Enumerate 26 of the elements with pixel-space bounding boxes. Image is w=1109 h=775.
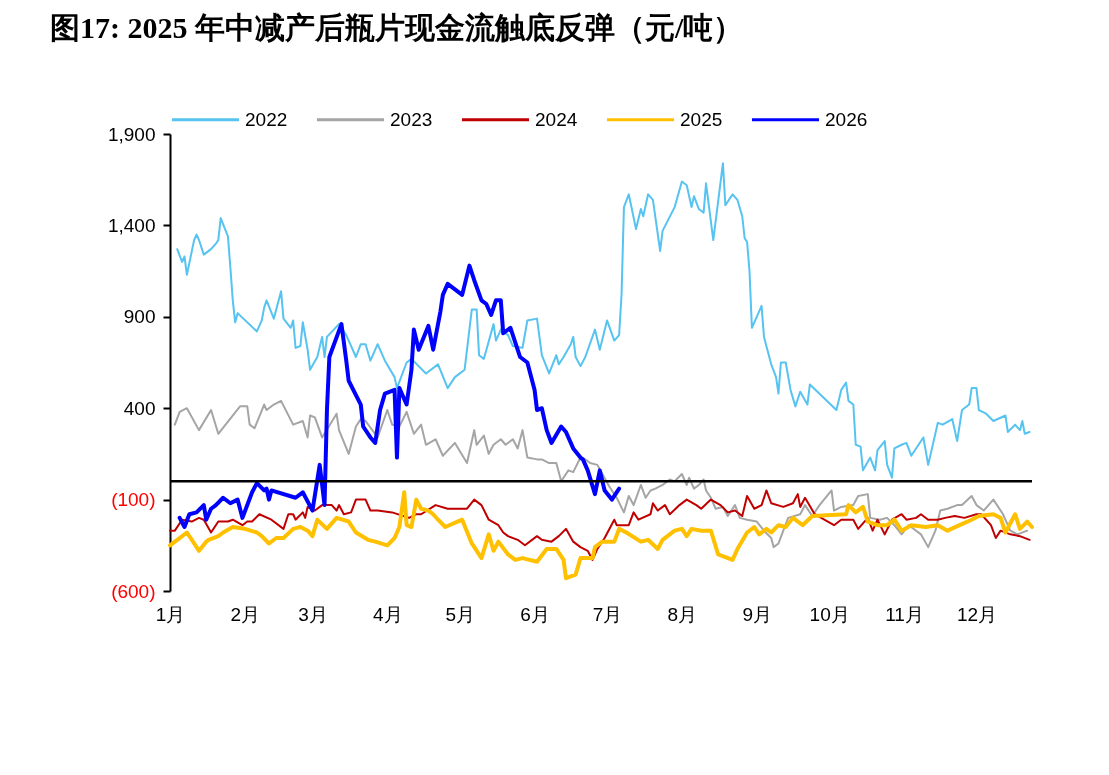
y-tick-label: 900 bbox=[123, 306, 156, 328]
y-tick-label: (100) bbox=[111, 489, 156, 511]
y-tick-label: 1,400 bbox=[107, 214, 156, 236]
y-tick-label: 400 bbox=[123, 397, 156, 419]
x-tick-label: 10月 bbox=[809, 603, 850, 625]
x-tick-label: 9月 bbox=[742, 603, 773, 625]
legend-label: 2022 bbox=[245, 108, 288, 130]
x-tick-label: 4月 bbox=[373, 603, 403, 625]
x-tick-label: 7月 bbox=[592, 603, 623, 625]
legend-label: 2026 bbox=[825, 108, 868, 130]
x-tick-label: 12月 bbox=[956, 603, 998, 625]
x-tick-label: 1月 bbox=[155, 603, 186, 625]
x-tick-label: 8月 bbox=[667, 603, 698, 625]
x-tick-label: 2月 bbox=[230, 603, 261, 625]
chart-title: 图17: 2025 年中减产后瓶片现金流触底反弹（元/吨） bbox=[50, 11, 744, 44]
y-tick-label: 1,900 bbox=[107, 123, 156, 145]
x-tick-label: 6月 bbox=[520, 603, 550, 625]
y-tick-label: (600) bbox=[111, 580, 156, 602]
line-series bbox=[177, 263, 622, 530]
legend-label: 2023 bbox=[390, 108, 433, 130]
x-tick-label: 11月 bbox=[885, 603, 924, 625]
legend-label: 2024 bbox=[535, 108, 578, 130]
x-tick-label: 3月 bbox=[298, 603, 328, 625]
x-tick-label: 5月 bbox=[445, 603, 476, 625]
legend-label: 2025 bbox=[680, 108, 723, 130]
line-series bbox=[176, 162, 1031, 479]
